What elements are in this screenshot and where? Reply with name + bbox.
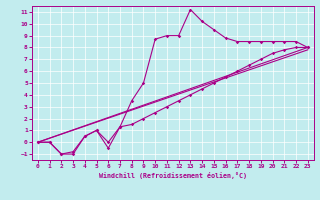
X-axis label: Windchill (Refroidissement éolien,°C): Windchill (Refroidissement éolien,°C) — [99, 172, 247, 179]
